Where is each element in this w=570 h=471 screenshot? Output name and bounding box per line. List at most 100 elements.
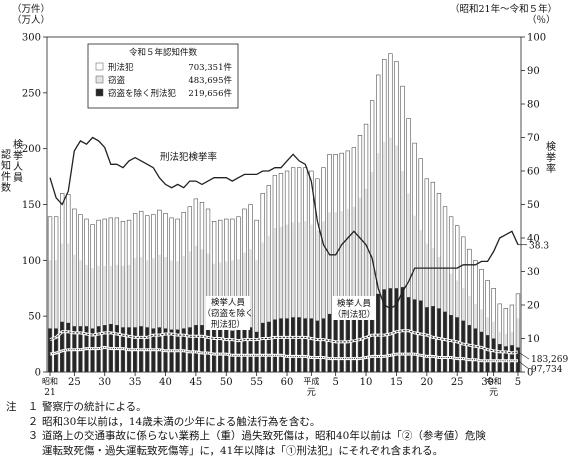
bar-theft <box>255 260 259 372</box>
bar-theft <box>382 141 386 372</box>
bar-nontheft <box>431 306 435 372</box>
bar-nontheft <box>254 331 259 372</box>
arrested-all-label-bg <box>332 296 376 320</box>
bar-nontheft <box>248 327 253 372</box>
bar-theft <box>48 260 52 372</box>
arrested-all-label-2: （刑法犯） <box>333 309 376 320</box>
bar-theft <box>121 265 125 372</box>
nontheft-end-leader <box>517 360 530 370</box>
bar-nontheft <box>218 329 222 372</box>
legend-item-name: 刑法犯 <box>108 62 134 73</box>
bar-theft <box>352 206 356 372</box>
bar-nontheft <box>261 322 265 372</box>
bar-nontheft <box>54 328 58 372</box>
left-tick-label: 250 <box>22 88 41 99</box>
bar-nontheft <box>498 344 502 372</box>
bar-theft <box>322 221 325 372</box>
bar-theft <box>401 171 404 372</box>
arrested-nontheft-halo <box>49 345 518 363</box>
footnote-label: 注 <box>6 401 17 413</box>
footnote-2: ２ 昭和30年以前は，14歳未満の少年による触法行為を含む。 <box>27 415 321 428</box>
legend-item-name: 窃盗を除く刑法犯 <box>108 88 177 99</box>
bar-theft <box>54 260 58 372</box>
bar-nontheft <box>194 325 198 372</box>
bar-nontheft <box>90 328 95 372</box>
bar-theft <box>297 222 301 372</box>
bar-nontheft <box>327 313 332 372</box>
arrested-nontheft-line <box>49 346 518 362</box>
rate-line-label: 刑法犯検挙率 <box>160 151 218 163</box>
footnote-3-continued: 運転致死傷・過失運転致死傷等」に，41年以降は「①刑法犯」にそれぞれ含まれる。 <box>42 444 444 457</box>
bar-nontheft <box>267 321 271 372</box>
bar-nontheft <box>309 318 314 372</box>
bar-theft <box>157 254 161 372</box>
bar-theft <box>516 318 520 372</box>
right-tick-label: 80 <box>527 100 540 111</box>
bar-theft <box>85 264 88 372</box>
right-tick-label: 30 <box>527 267 540 278</box>
arrested-nontheft-label-1: 検挙人員 <box>211 297 246 308</box>
bar-nontheft <box>455 317 459 372</box>
right-tick-label: 40 <box>527 234 540 245</box>
bar-theft <box>346 208 350 372</box>
bar-theft <box>66 243 70 372</box>
bar-theft <box>133 258 137 372</box>
footnote-3: ３ 道路上の交通事故に係らない業務上（重）過失致死傷は，昭和40年以前は「②（参… <box>27 430 486 442</box>
left-tick-label: 150 <box>22 200 41 211</box>
legend-item-value: 483,695件 <box>188 75 232 86</box>
left-tick-label: 200 <box>22 144 41 155</box>
right-tick-label: 60 <box>527 167 540 178</box>
bar-theft <box>273 227 277 372</box>
x-tick-label: 5 <box>515 377 521 388</box>
legend-title: 令和５年認知件数 <box>129 47 198 58</box>
period-label: （昭和21年～令和５年） <box>450 3 557 15</box>
bar-theft <box>103 265 107 372</box>
right-tick-label: 0 <box>527 368 533 379</box>
bar-nontheft <box>510 345 514 372</box>
bar-theft <box>91 268 95 372</box>
bar-nontheft <box>303 318 307 372</box>
x-tick-label: 30 <box>481 377 494 388</box>
bar-nontheft <box>449 315 453 372</box>
bar-theft <box>72 254 76 372</box>
bar-nontheft <box>200 325 204 372</box>
right-tick-label: 70 <box>527 133 540 144</box>
right-axis-title-char: 率 <box>546 162 556 175</box>
left-axis-title-count-char: 知 <box>1 159 11 172</box>
right-tick-label: 20 <box>527 301 540 312</box>
bar-nontheft <box>376 293 380 372</box>
bar-nontheft <box>321 318 326 372</box>
bar-theft <box>60 243 64 372</box>
bar-nontheft <box>315 320 320 372</box>
legend-swatch <box>95 62 104 71</box>
x-tick-label: 25 <box>451 377 464 388</box>
x-tick-label: 10 <box>360 377 373 388</box>
bar-nontheft <box>388 288 393 372</box>
footnotes: 注 １ 警察庁の統計による。 ２ 昭和30年以前は，14歳未満の少年による触法行… <box>6 400 566 458</box>
x-tick-label: 平成 <box>303 376 319 386</box>
bar-nontheft <box>437 308 441 372</box>
left-axis-title-arrested-char: 検 <box>13 138 23 151</box>
bar-nontheft <box>242 328 247 372</box>
left-axis-title-arrested-char: 人 <box>13 161 23 173</box>
bar-theft <box>303 221 307 372</box>
bar-theft <box>139 256 143 372</box>
bar-nontheft <box>419 300 423 372</box>
x-tick-label: 5 <box>332 377 338 388</box>
bar-nontheft <box>297 317 301 372</box>
right-tick-label: 50 <box>527 200 540 211</box>
bar-theft <box>164 256 167 372</box>
bar-nontheft <box>279 318 283 372</box>
bar-theft <box>364 188 368 372</box>
bar-nontheft <box>188 327 192 372</box>
x-tick-sublabel: 元 <box>489 388 498 398</box>
bar-nontheft <box>224 329 228 372</box>
x-tick-label: 20 <box>420 377 433 388</box>
bar-nontheft <box>479 331 484 372</box>
bar-theft <box>309 224 313 372</box>
bar-theft <box>109 265 113 372</box>
x-tick-label: 昭和 <box>42 377 58 386</box>
bar-nontheft <box>485 335 490 372</box>
rate-end-value: 38.3 <box>529 242 549 252</box>
bar-theft <box>328 212 332 372</box>
